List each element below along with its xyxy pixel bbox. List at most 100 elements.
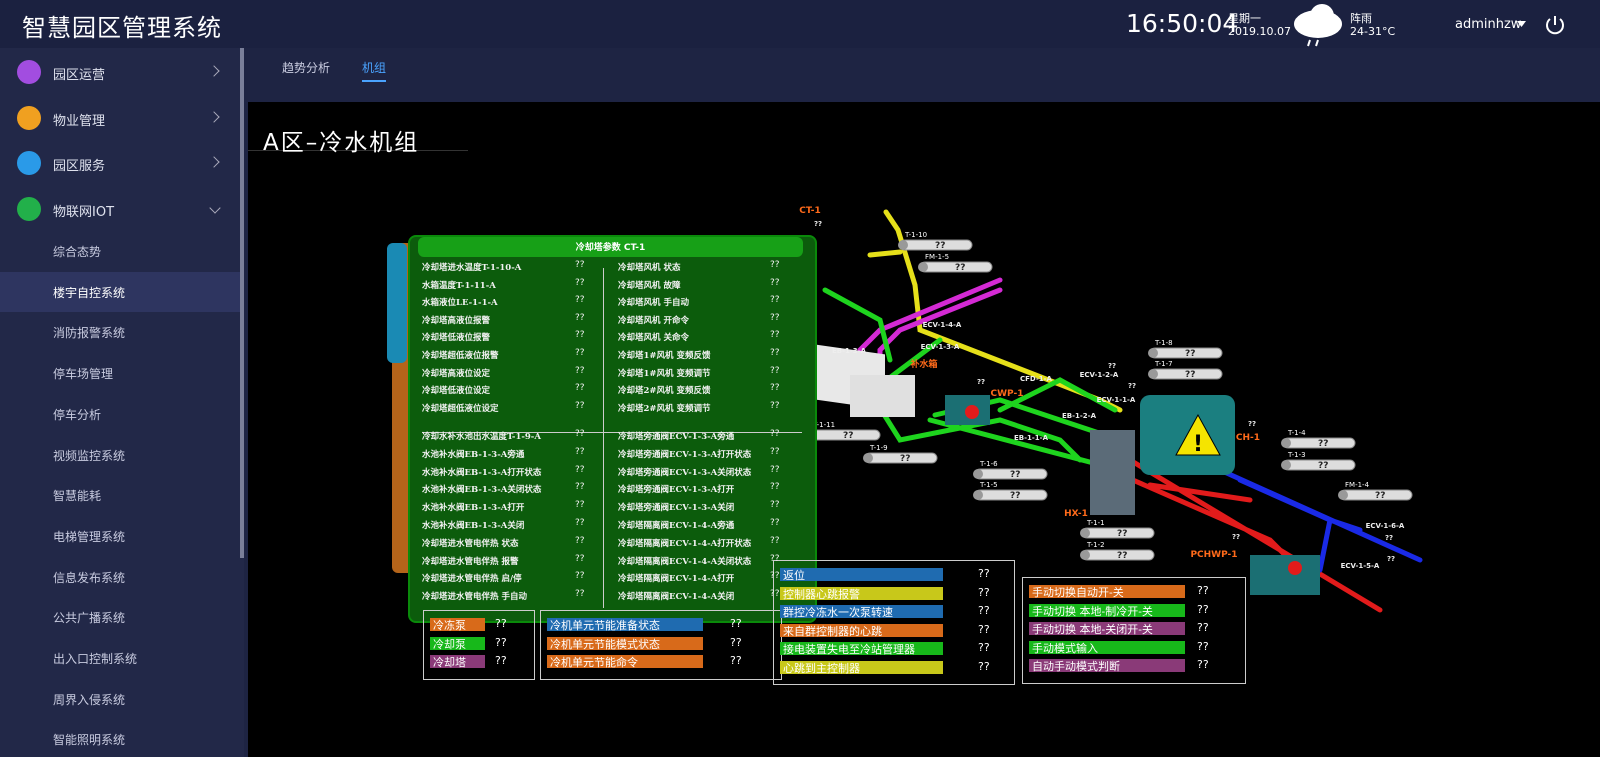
- sensor-value: ??: [843, 431, 853, 441]
- equipment-label: ECV-1-3-A: [921, 343, 960, 351]
- legend-swatch: [780, 623, 943, 637]
- power-button[interactable]: [1544, 14, 1566, 36]
- param-label: 冷却塔高液位报警: [422, 315, 491, 326]
- param-value: ??: [575, 400, 585, 411]
- sensor-value: ??: [1010, 491, 1020, 501]
- param-label: 冷却塔隔离阀ECV-1-4-A关闭状态: [618, 556, 752, 567]
- param-label: 冷却塔低液位报警: [422, 333, 491, 344]
- sensor-value: ??: [1318, 461, 1328, 471]
- legend-swatch: [1029, 622, 1185, 635]
- param-label: 冷却塔旁通阀ECV-1-3-A关闭状态: [618, 467, 752, 478]
- user-caret: [1517, 21, 1526, 27]
- equipment-label: ??: [814, 220, 822, 228]
- sensor-label: T-1-3: [1287, 451, 1306, 459]
- sensor-value: ??: [900, 454, 910, 464]
- sensor-value: ??: [1185, 349, 1195, 359]
- param-label: 水箱温度T-1-11-A: [422, 280, 496, 291]
- nav-item[interactable]: 信息发布系统: [53, 570, 126, 585]
- equipment-label: ??: [977, 378, 985, 386]
- legend-value: ??: [730, 617, 742, 630]
- nav-item[interactable]: 楼宇自控系统: [53, 285, 126, 300]
- clock: 16:50:04: [1126, 9, 1239, 38]
- legend-box: [423, 610, 535, 680]
- tab-underline: [362, 80, 386, 82]
- param-value: ??: [770, 383, 780, 394]
- param-label: 冷却塔风机 故障: [618, 280, 681, 291]
- weather: 阵雨: [1350, 12, 1372, 25]
- sensor-label: T-1-7: [1154, 360, 1173, 368]
- legend-label: 冷机单元节能准备状态: [550, 619, 660, 632]
- param-label: 冷却塔进水温度T-1-10-A: [422, 263, 522, 273]
- legend-label: 手动切换 本地-制冷开-关: [1032, 604, 1153, 618]
- nav-item[interactable]: 停车场管理: [53, 367, 114, 382]
- sensor-value: ??: [1010, 470, 1020, 480]
- legend-label: 冷却塔: [433, 656, 466, 669]
- legend-label: 群控冷冻水一次泵转速: [783, 606, 893, 619]
- param-value: ??: [575, 571, 585, 582]
- nav-item[interactable]: 停车分析: [53, 407, 102, 422]
- legend-label: 控制器心跳报警: [783, 587, 860, 601]
- legend-swatch: [780, 605, 943, 618]
- sensor-dot: [1148, 348, 1158, 358]
- nav-item[interactable]: 视频监控系统: [53, 448, 126, 463]
- param-label: 冷却塔旁通阀ECV-1-3-A打开状态: [618, 449, 752, 460]
- legend-value: ??: [1197, 602, 1209, 616]
- sensor-dot: [973, 490, 983, 500]
- param-label: 冷却塔2#风机 变频调节: [618, 403, 711, 414]
- param-value: ??: [770, 295, 780, 306]
- nav-group[interactable]: 园区运营: [53, 68, 106, 83]
- param-label: 冷却塔旁通阀ECV-1-3-A打开: [618, 485, 735, 496]
- nav-item[interactable]: 消防报警系统: [53, 326, 126, 341]
- sensor-label: T-1-8: [1154, 339, 1173, 347]
- nav-item[interactable]: 出入口控制系统: [53, 652, 138, 666]
- nav-group-icon: [17, 151, 41, 175]
- nav-item[interactable]: 周界入侵系统: [53, 692, 126, 707]
- param-label: 冷却塔进水管电伴热 启/停: [422, 574, 522, 585]
- param-label: 冷却塔高液位设定: [422, 368, 491, 379]
- nav-item[interactable]: 公共广播系统: [53, 611, 126, 626]
- app-title: 智慧园区管理系统: [22, 14, 222, 42]
- nav-group[interactable]: 园区服务: [53, 159, 106, 174]
- param-label: 冷却塔风机 关命令: [618, 333, 689, 344]
- param-label: 水池补水阀EB-1-3-A关闭: [422, 521, 525, 531]
- equipment-label: EB-1-3-A: [832, 347, 867, 355]
- equipment-label: ??: [1248, 420, 1256, 428]
- legend-label: 冷却泵: [433, 637, 466, 651]
- legend-swatch: [780, 660, 943, 674]
- nav-item[interactable]: 电梯管理系统: [53, 529, 126, 544]
- equipment-label: 补水箱: [909, 358, 937, 370]
- param-value: ??: [770, 446, 780, 457]
- legend-swatch: [547, 636, 703, 650]
- legend-value: ??: [978, 585, 990, 599]
- stacked-panel: [387, 243, 407, 363]
- legend-label: 手动切换 本地-关闭开-关: [1032, 623, 1153, 636]
- sensor-label: T-1-5: [979, 481, 998, 489]
- nav-group-icon: [17, 60, 41, 84]
- nav-group[interactable]: 物业管理: [53, 114, 106, 129]
- nav-item[interactable]: 智能照明系统: [53, 733, 126, 748]
- sensor-label: T-1-6: [979, 460, 998, 468]
- tab[interactable]: 趋势分析: [282, 61, 331, 75]
- svg-text:!: !: [1193, 432, 1203, 457]
- pump-pchwp: [1250, 555, 1320, 595]
- sensor-dot: [1148, 369, 1158, 379]
- water-tank: [850, 375, 915, 417]
- param-label: 冷却塔超低液位设定: [422, 403, 499, 414]
- user-menu[interactable]: adminhzw: [1455, 17, 1522, 32]
- title-underline: [248, 150, 468, 151]
- param-value: ??: [575, 312, 585, 323]
- param-value: ??: [770, 348, 780, 358]
- nav-item[interactable]: 智慧能耗: [53, 489, 102, 504]
- param-value: ??: [770, 500, 780, 511]
- sensor-dot: [1281, 460, 1291, 470]
- nav-group[interactable]: 物联网IOT: [53, 205, 115, 220]
- nav-item[interactable]: 综合态势: [53, 245, 102, 259]
- param-label: 冷却塔风机 状态: [618, 263, 681, 273]
- weather-icon: [1294, 4, 1342, 47]
- equipment-label: ECV-1-4-A: [923, 321, 962, 329]
- scrollbar: [240, 48, 244, 558]
- param-label: 冷却塔隔离阀ECV-1-4-A打开状态: [618, 538, 752, 549]
- tab[interactable]: 机组: [362, 61, 387, 75]
